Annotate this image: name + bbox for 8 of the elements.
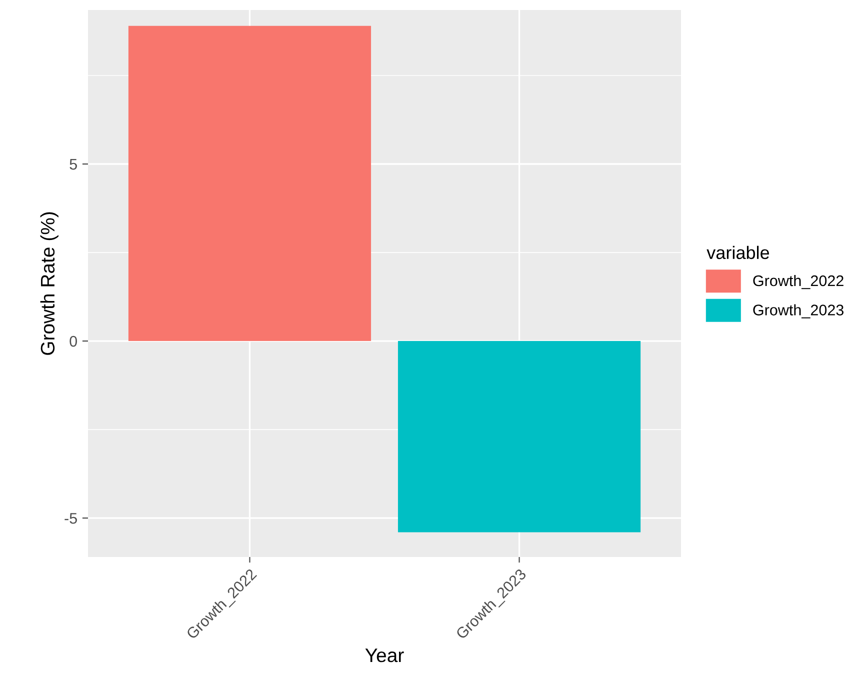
x-axis-title: Year bbox=[365, 648, 404, 662]
y-tick-label: 5 bbox=[70, 159, 77, 170]
y-tick-label: -5 bbox=[64, 513, 77, 524]
legend-title: variable bbox=[706, 246, 770, 260]
legend-label: Growth_2022 bbox=[753, 274, 844, 290]
legend-label: Growth_2023 bbox=[753, 304, 844, 318]
y-axis-title: Growth Rate (%) bbox=[40, 212, 58, 355]
y-tick-label: 0 bbox=[70, 336, 77, 347]
